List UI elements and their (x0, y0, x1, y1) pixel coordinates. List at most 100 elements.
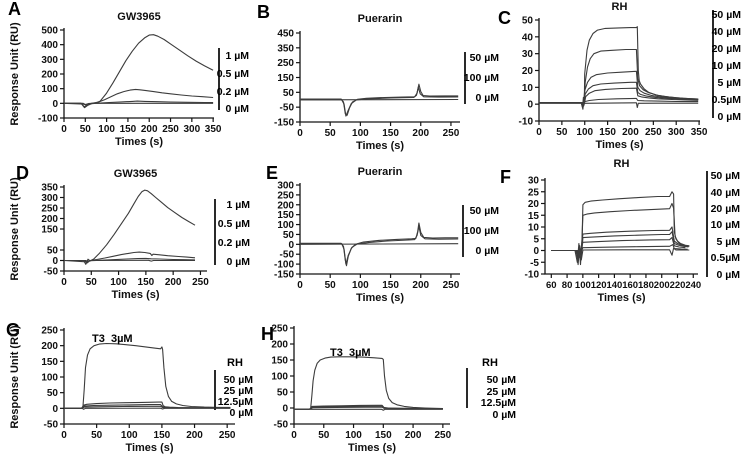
series-line (539, 81, 699, 107)
x-tick-label: 250 (645, 127, 662, 138)
legend-label: 50 µM (710, 170, 740, 182)
x-tick-label: 220 (670, 280, 686, 291)
y-tick-label: 0 (533, 246, 539, 257)
x-tick-label: 250 (443, 128, 460, 139)
x-tick-label: 150 (138, 277, 155, 288)
legend-label: 10 µM (710, 219, 740, 231)
y-tick-label: 10 (522, 83, 534, 94)
x-tick-label: 200 (186, 430, 203, 441)
legend-label: 20 µM (710, 203, 740, 215)
y-tick-label: -150 (274, 118, 294, 129)
panel-label-b: B (257, 2, 270, 22)
legend-label: 0 µM (226, 256, 250, 268)
x-tick-label: 0 (61, 277, 67, 288)
legend-label: 12.5µM (217, 396, 253, 408)
y-tick-label: 300 (277, 181, 294, 192)
x-tick-label: 50 (318, 430, 330, 441)
axes (299, 183, 460, 275)
panel-label-d: D (16, 163, 29, 183)
series-line (300, 86, 459, 117)
x-tick-label: 100 (352, 128, 369, 139)
legend-label: 40 µM (711, 26, 741, 38)
x-tick-label: 250 (192, 277, 209, 288)
panel-f: F 30 25 20 15 10 5 0 -5 -10 60 80 100 120 140 160 180 200… (490, 155, 742, 310)
y-tick-label: 30 (528, 176, 540, 187)
y-tick-label: 20 (528, 199, 540, 210)
y-tick-label: -50 (274, 420, 289, 431)
x-tick-label: 200 (622, 127, 639, 138)
x-tick-label: 200 (165, 277, 182, 288)
x-tick-label: 0 (297, 128, 303, 139)
y-tick-label: 100 (41, 84, 58, 95)
x-axis-label: Times (s) (111, 289, 159, 301)
x-tick-label: 150 (599, 127, 616, 138)
series-line (299, 243, 459, 245)
x-tick-label: 200 (412, 128, 429, 139)
y-tick-label: 50 (277, 388, 289, 399)
x-tick-label: 0 (61, 430, 67, 441)
series-line (300, 225, 459, 265)
x-tick-label: 350 (691, 127, 708, 138)
axes (63, 185, 207, 272)
panel-c: C 50 40 30 20 10 0 -10 0 50 100 150 200 250 300 350 RH Ti… (494, 0, 742, 158)
x-tick-label: 200 (405, 430, 422, 441)
y-tick-label: 150 (277, 210, 294, 221)
chart-title: GW3965 (114, 168, 157, 180)
y-tick-label: 200 (41, 214, 58, 225)
x-tick-label: 100 (110, 277, 127, 288)
legend-label: 0 µM (229, 407, 253, 419)
x-tick-label: 100 (98, 124, 115, 135)
x-tick-label: 0 (291, 430, 297, 441)
y-tick-label: 300 (41, 55, 58, 66)
legend-header: RH (227, 357, 243, 369)
legend-bracket-line (214, 370, 216, 410)
x-tick-label: 80 (562, 280, 573, 291)
legend-label: 12.5µM (480, 397, 516, 409)
x-tick-label: 140 (606, 280, 622, 291)
y-tick-label: 350 (41, 183, 58, 194)
y-tick-label: 250 (41, 204, 58, 215)
y-tick-label: 350 (277, 43, 294, 54)
legend-label: 0 µM (475, 245, 499, 257)
legend-label: 25 µM (223, 385, 253, 397)
y-tick-label: 500 (41, 26, 58, 37)
series-line (539, 26, 699, 109)
series-line (63, 100, 214, 106)
legend-label: 50 µM (486, 374, 516, 386)
legend-label: 100 µM (463, 225, 499, 237)
legend-bracket-line (466, 368, 468, 408)
y-tick-label: 200 (271, 340, 288, 351)
series-line (64, 102, 214, 106)
y-tick-label: 50 (47, 246, 59, 257)
chart-title: RH (614, 158, 630, 170)
series-line (539, 100, 699, 110)
axes (538, 18, 700, 122)
legend-header: RH (482, 357, 498, 369)
y-tick-label: -100 (274, 260, 294, 271)
legend-label: 1 µM (226, 199, 250, 211)
series-line (551, 245, 690, 266)
panel-label-g: G (6, 320, 21, 340)
y-tick-label: 150 (41, 225, 58, 236)
y-tick-label: 25 (528, 187, 540, 198)
legend-bracket-line (462, 205, 464, 257)
y-tick-label: 150 (41, 357, 58, 368)
y-tick-label: -50 (280, 250, 295, 261)
legend-label: 1 µM (225, 50, 249, 62)
x-tick-label: 0 (536, 127, 542, 138)
legend-label: 20 µM (711, 43, 741, 55)
chart-title: GW3965 (117, 11, 160, 23)
legend-label: 0.2 µM (217, 237, 250, 249)
legend-bracket-line (218, 48, 220, 110)
annotation-t3: T3 3µM (330, 347, 371, 359)
y-tick-label: 50 (283, 88, 295, 99)
y-tick-label: 250 (41, 326, 58, 337)
legend-label: 0.5 µM (217, 218, 250, 230)
